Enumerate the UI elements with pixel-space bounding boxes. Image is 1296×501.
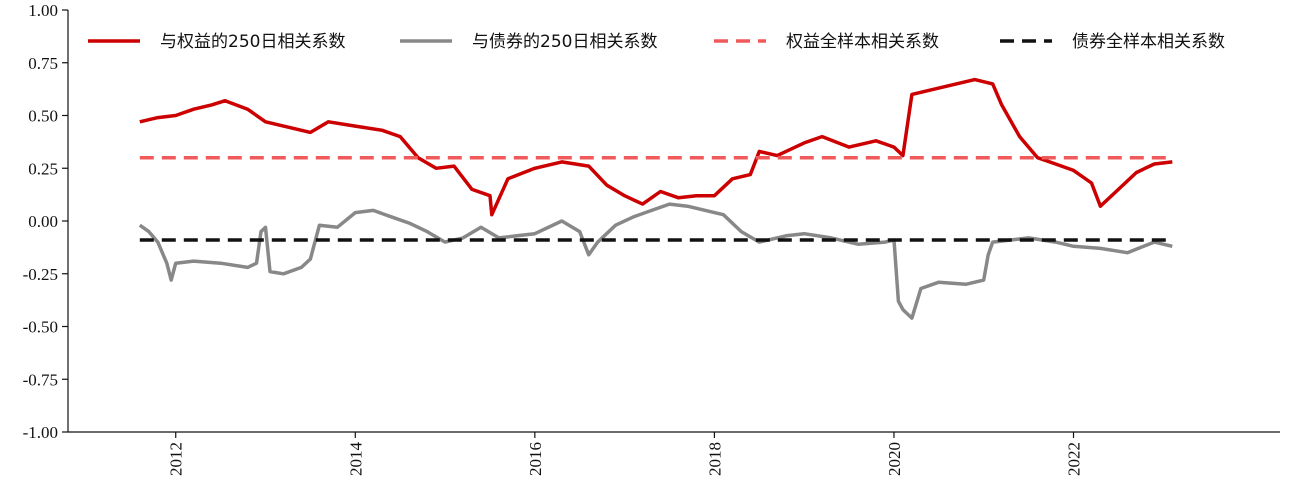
y-tick-label: -1.00 <box>23 423 58 442</box>
y-axis-ticks: 1.00 0.75 0.50 0.25 0.00 -0.25 -0.50 -0.75 -1.00 <box>23 1 68 442</box>
y-tick-label: -0.25 <box>23 265 58 284</box>
axes <box>67 10 1280 433</box>
x-tick-label: 2022 <box>1065 442 1084 476</box>
series-line-0 <box>139 77 1173 217</box>
y-tick-label: 1.00 <box>28 1 58 20</box>
x-tick-label: 2020 <box>885 442 904 476</box>
legend: 与权益的250日相关系数 与债券的250日相关系数 权益全样本相关系数 债券全样本相关… <box>88 32 1225 52</box>
y-tick-label: 0.75 <box>28 54 58 73</box>
y-tick-label: -0.50 <box>23 318 58 337</box>
x-axis-ticks: 2012 2014 2016 2018 2020 2022 <box>167 432 1084 476</box>
legend-label-3: 债券全样本相关系数 <box>1072 32 1225 52</box>
x-tick-label: 2012 <box>167 442 186 476</box>
x-tick-label: 2016 <box>526 442 545 476</box>
x-tick-label: 2018 <box>705 442 724 476</box>
series-layer <box>138 77 1173 320</box>
y-tick-label: 0.00 <box>28 212 58 231</box>
legend-label-1: 与债券的250日相关系数 <box>472 32 657 52</box>
series-line-1 <box>138 202 1173 320</box>
y-tick-label: 0.25 <box>28 159 58 178</box>
x-tick-label: 2014 <box>346 442 365 477</box>
legend-label-2: 权益全样本相关系数 <box>786 32 939 52</box>
y-tick-label: 0.50 <box>28 107 58 126</box>
legend-label-0: 与权益的250日相关系数 <box>160 32 345 52</box>
y-tick-label: -0.75 <box>23 370 58 389</box>
